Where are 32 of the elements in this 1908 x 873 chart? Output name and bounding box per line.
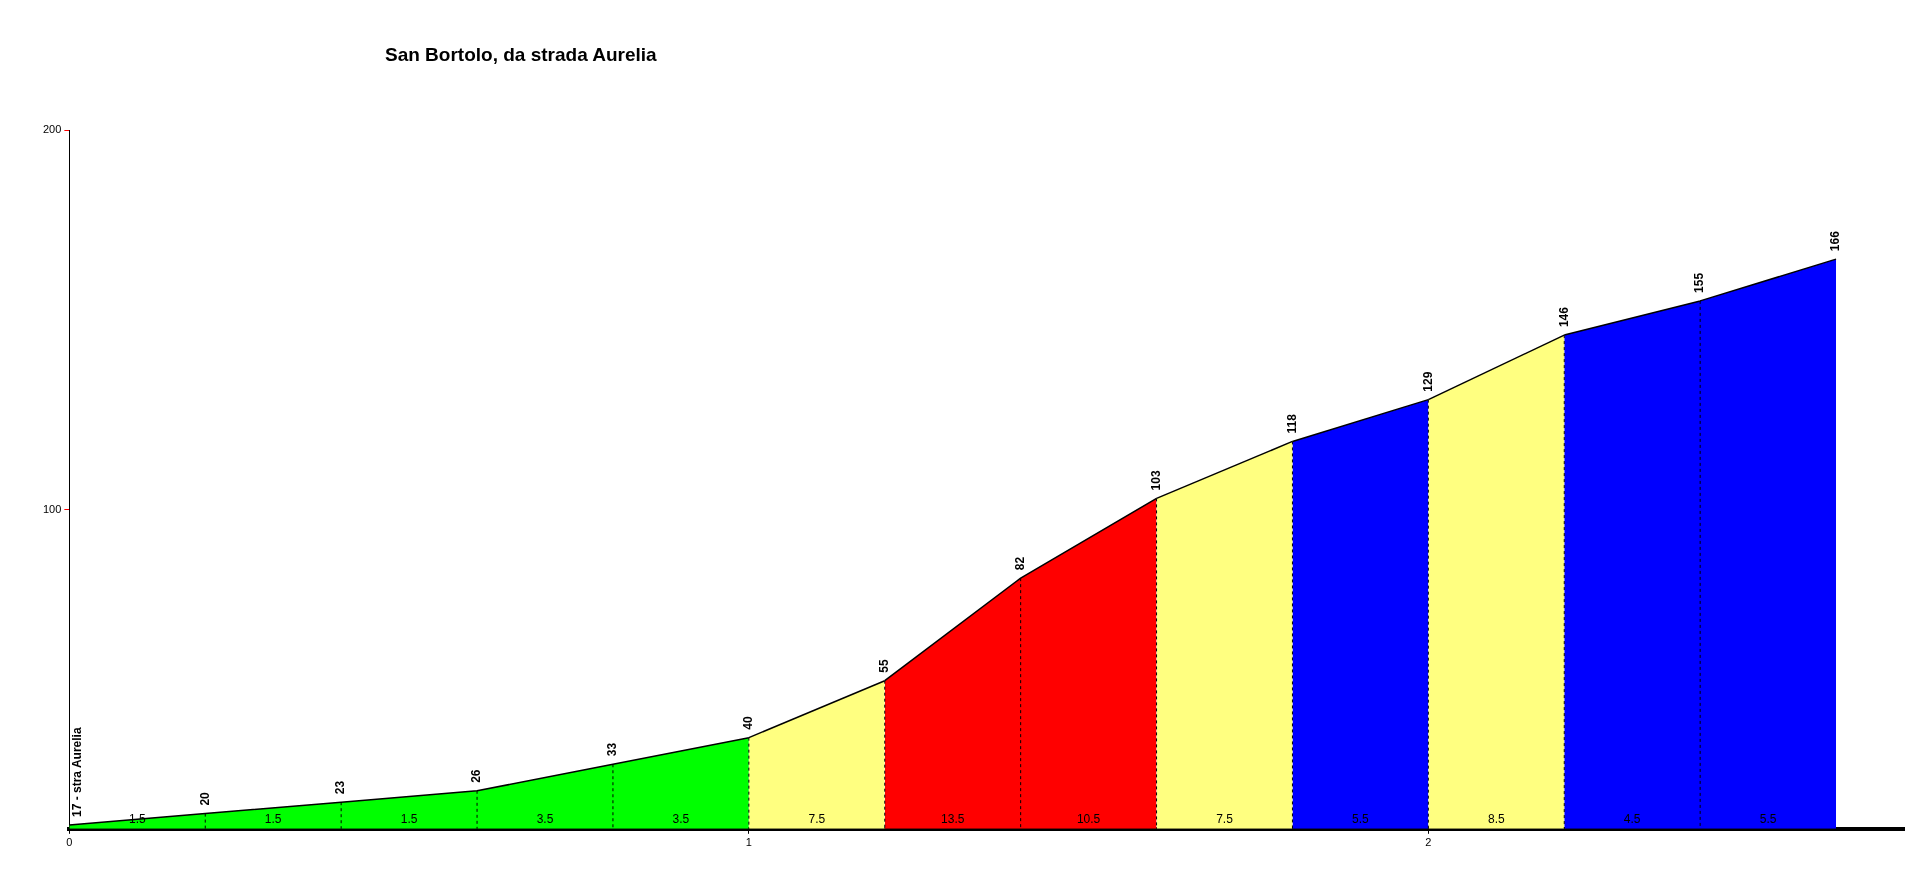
annotation: 3.5: [672, 812, 690, 827]
annotation: 3.5: [536, 812, 554, 827]
annotation: 1.5: [400, 812, 418, 827]
data-label: 146: [1556, 306, 1571, 328]
annotation: 4.5: [1623, 812, 1641, 827]
data-label: 129: [1420, 371, 1435, 392]
annotation: 5.5: [1759, 812, 1777, 827]
data-label: 103: [1148, 470, 1163, 491]
data-label: 155: [1692, 272, 1707, 293]
chart-title: San Bortolo, da strada Aurelia: [385, 44, 658, 66]
data-label: 82: [1012, 556, 1027, 571]
annotation: 7.5: [1216, 812, 1234, 827]
data-label: 33: [605, 742, 620, 757]
y-tick-label: 100: [42, 502, 62, 515]
data-label: 118: [1284, 413, 1299, 434]
data-label: 40: [741, 715, 756, 730]
data-label: 166: [1828, 230, 1843, 252]
data-label: 23: [333, 780, 348, 795]
annotation: 1.5: [264, 812, 282, 827]
x-tick-label: 1: [745, 836, 752, 849]
x-tick-label: 0: [66, 836, 73, 849]
annotation: 10.5: [1076, 812, 1101, 827]
data-label: 20: [197, 791, 212, 806]
data-label: 55: [877, 659, 892, 673]
annotation: 13.5: [941, 812, 965, 827]
annotation: 5.5: [1352, 812, 1370, 827]
x-tick-label: 2: [1425, 836, 1432, 849]
data-label: 26: [469, 769, 484, 783]
data-label: 17 - stra Aurelia: [69, 727, 84, 817]
annotation: 7.5: [808, 812, 826, 827]
annotation: 8.5: [1487, 812, 1505, 827]
y-tick-label: 200: [42, 123, 62, 136]
